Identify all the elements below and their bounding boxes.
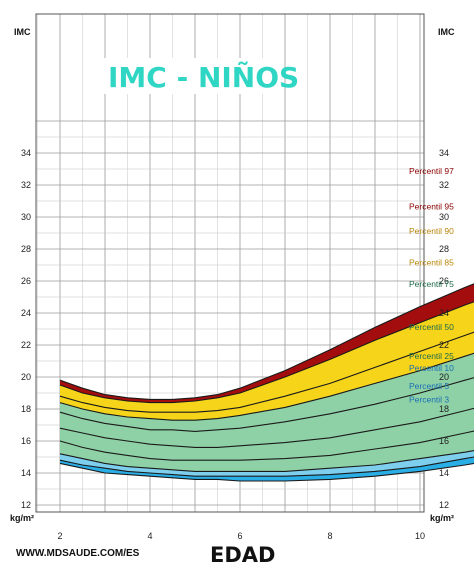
y-tick-label: 32	[439, 180, 449, 190]
footer-url: WWW.MDSAUDE.COM/ES	[16, 548, 140, 559]
band-p5-p10	[60, 450, 474, 477]
x-tick-label: 8	[327, 531, 332, 541]
y-tick-label: 16	[21, 436, 31, 446]
line-percentil-3	[59, 462, 474, 482]
label-percentil-25: Percentil 25	[409, 351, 454, 361]
y-tick-label: 26	[439, 276, 449, 286]
unit-label-right: kg/m²	[430, 513, 454, 523]
label-percentil-5: Percentil 5	[409, 381, 449, 391]
line-percentil-5	[59, 456, 474, 477]
band-p95-p97	[60, 283, 474, 403]
y-tick-label: 34	[439, 148, 449, 158]
title-background	[100, 58, 278, 94]
y-tick-label: 24	[439, 308, 449, 318]
plot-border	[35, 13, 425, 513]
y-tick-label: 22	[21, 340, 31, 350]
y-tick-label: 28	[21, 244, 31, 254]
y-tick-label: 12	[439, 500, 449, 510]
y-ticks-left: 12 14 16 18 20 22 24 26 28 30 32 34	[21, 148, 31, 510]
y-tick-label: 32	[21, 180, 31, 190]
y-tick-label: 18	[21, 404, 31, 414]
percentile-lines	[59, 283, 474, 482]
y-tick-label: 24	[21, 308, 31, 318]
y-axis-label-right: IMC	[438, 27, 455, 37]
line-percentil-25	[59, 430, 474, 461]
y-tick-label: 20	[21, 372, 31, 382]
x-tick-label: 10	[415, 531, 425, 541]
y-tick-label: 26	[21, 276, 31, 286]
chart-title: IMC - NIÑOS	[108, 60, 299, 94]
line-percentil-95	[59, 301, 474, 404]
x-ticks: 2468101214161820	[57, 531, 425, 541]
x-axis-title: EDAD	[210, 543, 275, 567]
percentile-bands	[60, 283, 474, 481]
y-tick-label: 12	[21, 500, 31, 510]
line-percentil-50	[59, 407, 474, 448]
label-percentil-3: Percentil 3	[409, 395, 449, 405]
label-percentil-95: Percentil 95	[409, 201, 454, 211]
y-tick-label: 18	[439, 404, 449, 414]
y-ticks-right: 12 14 16 18 20 22 24 26 28 30 32 34	[439, 148, 449, 510]
y-tick-label: 14	[439, 468, 449, 478]
y-tick-label: 16	[439, 436, 449, 446]
x-tick-label: 6	[237, 531, 242, 541]
line-percentil-10	[59, 450, 474, 472]
y-tick-label: 14	[21, 468, 31, 478]
label-percentil-75: Percentil 75	[409, 279, 454, 289]
y-tick-label: 22	[439, 340, 449, 350]
band-p3-p5	[60, 457, 474, 481]
band-p10-p85	[60, 353, 474, 472]
y-tick-label: 30	[21, 212, 31, 222]
line-percentil-90	[59, 331, 474, 413]
y-tick-label: 30	[439, 212, 449, 222]
x-tick-label: 2	[57, 531, 62, 541]
line-percentil-85	[59, 352, 474, 421]
label-percentil-97: Percentil 97	[409, 166, 454, 176]
line-percentil-75	[59, 377, 474, 432]
y-axis-label-left: IMC	[14, 27, 31, 37]
y-tick-label: 28	[439, 244, 449, 254]
y-tick-label: 20	[439, 372, 449, 382]
percentile-labels: Percentil 3 Percentil 5 Percentil 10 Percen…	[409, 166, 454, 404]
y-tick-label: 34	[21, 148, 31, 158]
band-p85-p95	[60, 301, 474, 421]
label-percentil-10: Percentil 10	[409, 363, 454, 373]
x-tick-label: 4	[147, 531, 152, 541]
line-percentil-97	[59, 283, 474, 400]
label-percentil-85: Percentil 85	[409, 257, 454, 267]
unit-label-left: kg/m²	[10, 513, 34, 523]
label-percentil-90: Percentil 90	[409, 226, 454, 236]
label-percentil-50: Percentil 50	[409, 322, 454, 332]
